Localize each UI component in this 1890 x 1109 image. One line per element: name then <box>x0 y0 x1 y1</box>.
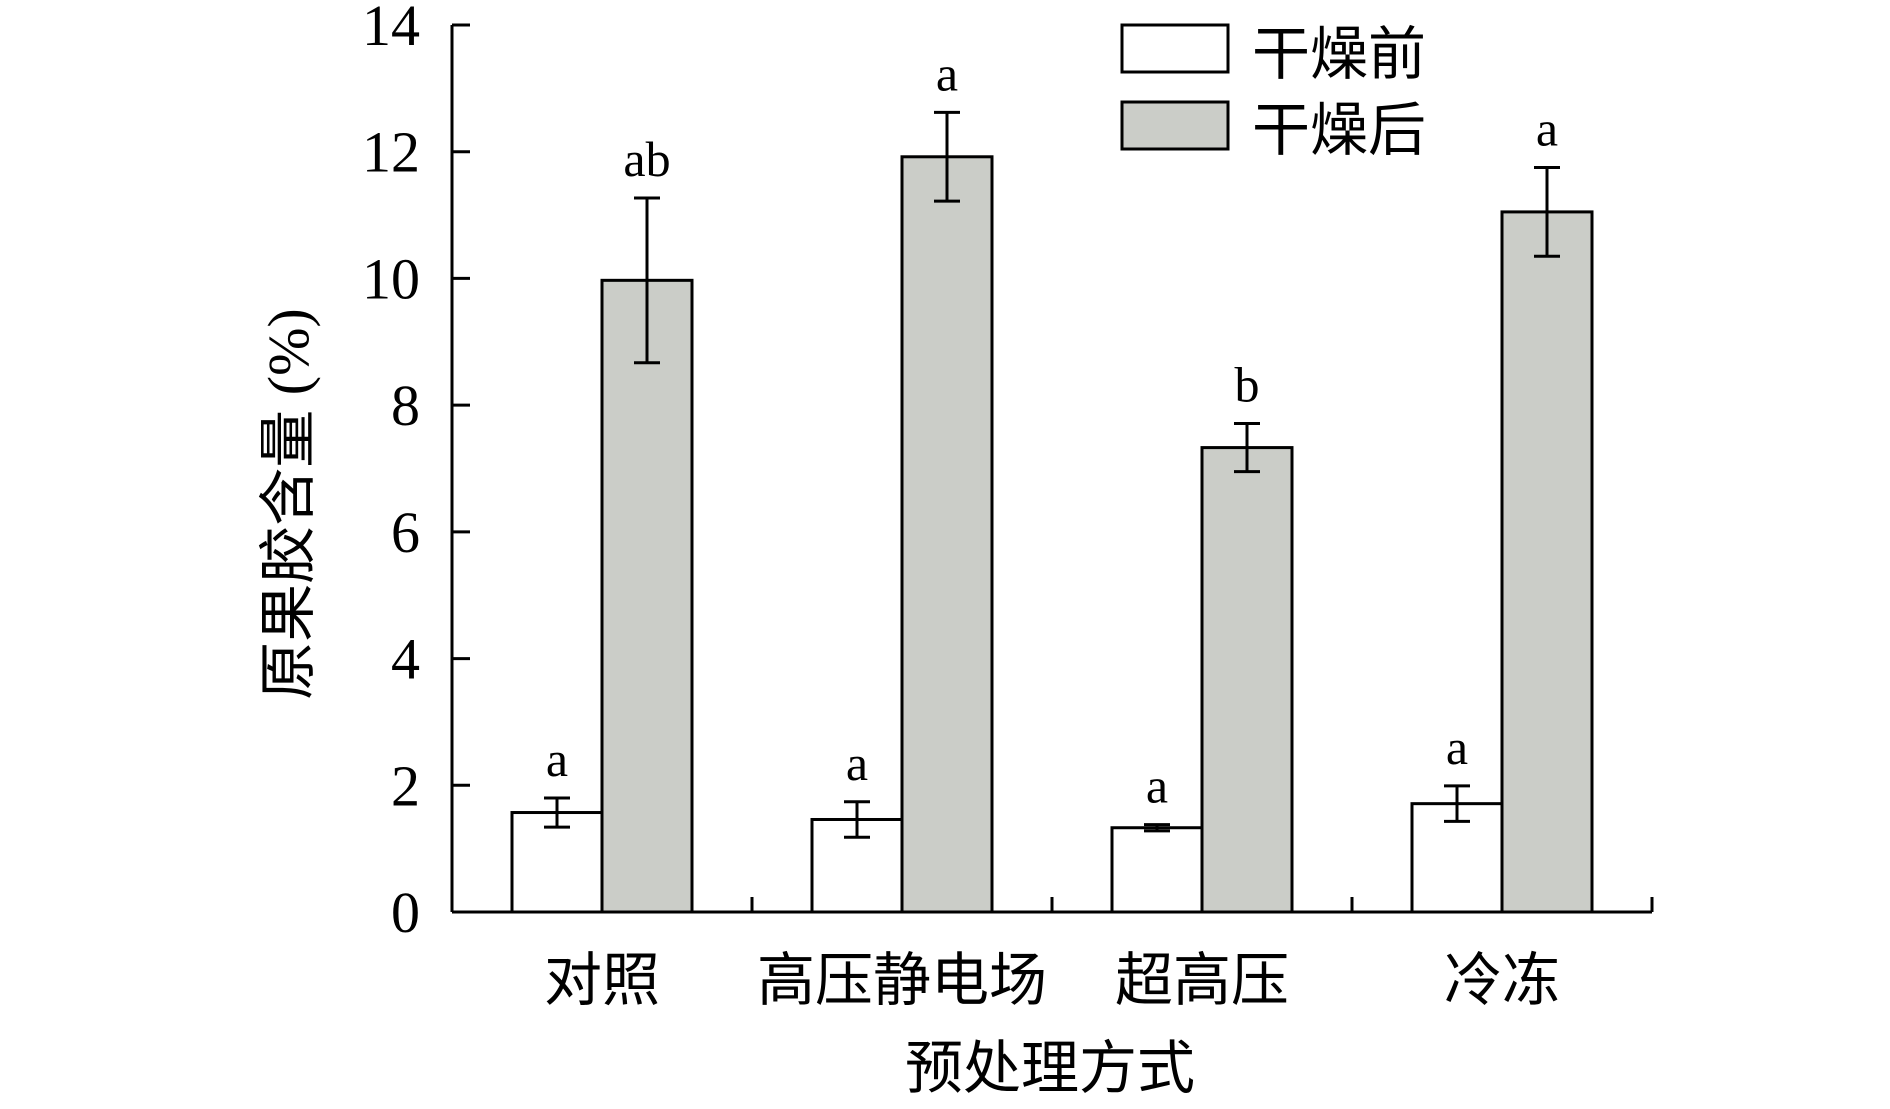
y-tick-label: 4 <box>391 627 420 692</box>
bar-after <box>900 155 994 914</box>
y-tick-label: 12 <box>362 120 420 185</box>
bar-after <box>600 278 694 914</box>
x-axis-title: 预处理方式 <box>905 1036 1195 1101</box>
legend: 干燥前 干燥后 <box>1120 22 1426 163</box>
legend-swatch-after <box>1120 100 1230 151</box>
bar-after <box>1500 210 1594 914</box>
y-tick-label: 14 <box>362 0 420 58</box>
y-tick-label: 0 <box>391 880 420 945</box>
significance-label: a <box>1146 758 1168 814</box>
legend-label-after: 干燥后 <box>1252 98 1426 163</box>
significance-label: a <box>936 45 958 101</box>
significance-label: b <box>1235 357 1260 413</box>
x-category-label: 高压静电场 <box>757 948 1047 1013</box>
y-tick-label: 8 <box>391 373 420 438</box>
significance-label: ab <box>623 131 670 187</box>
y-tick-label: 10 <box>362 246 420 311</box>
significance-label: a <box>546 731 568 787</box>
y-axis-title: 原果胶含量 (%) <box>256 308 321 699</box>
legend-label-before: 干燥前 <box>1252 22 1426 87</box>
bar-after <box>1200 446 1294 914</box>
legend-swatch-before <box>1120 23 1230 74</box>
y-tick-label: 6 <box>391 500 420 565</box>
x-category-label: 对照 <box>544 948 660 1013</box>
bars <box>510 110 1594 914</box>
y-tick-label: 2 <box>391 753 420 818</box>
significance-label: a <box>1536 101 1558 157</box>
bar-before <box>510 811 604 914</box>
significance-label: a <box>846 735 868 791</box>
x-category-label: 冷冻 <box>1444 948 1560 1013</box>
significance-label: a <box>1446 719 1468 775</box>
bar-before <box>1110 826 1204 914</box>
x-category-label: 超高压 <box>1115 948 1289 1013</box>
